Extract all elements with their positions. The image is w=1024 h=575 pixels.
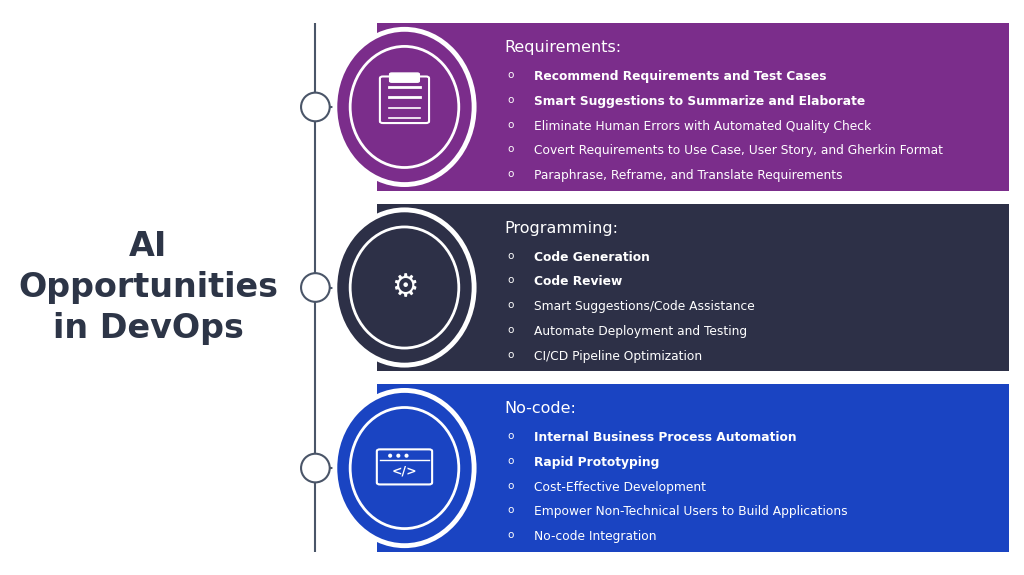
Text: o: o	[507, 431, 513, 441]
Text: o: o	[507, 275, 513, 285]
FancyBboxPatch shape	[389, 73, 420, 82]
Text: Requirements:: Requirements:	[505, 40, 622, 55]
Text: ⚙: ⚙	[391, 273, 418, 302]
Text: No-code Integration: No-code Integration	[534, 530, 656, 543]
Ellipse shape	[335, 210, 474, 365]
FancyBboxPatch shape	[377, 384, 1009, 552]
Text: o: o	[507, 120, 513, 129]
Text: o: o	[507, 251, 513, 260]
Text: Recommend Requirements and Test Cases: Recommend Requirements and Test Cases	[534, 70, 826, 83]
Text: o: o	[507, 169, 513, 179]
Text: o: o	[507, 300, 513, 310]
Text: Code Generation: Code Generation	[534, 251, 649, 264]
Text: Automate Deployment and Testing: Automate Deployment and Testing	[534, 325, 746, 338]
Text: Smart Suggestions to Summarize and Elaborate: Smart Suggestions to Summarize and Elabo…	[534, 95, 864, 108]
Text: o: o	[507, 481, 513, 490]
Text: o: o	[507, 70, 513, 80]
Text: o: o	[507, 95, 513, 105]
Text: Rapid Prototyping: Rapid Prototyping	[534, 456, 658, 469]
Text: Code Review: Code Review	[534, 275, 622, 289]
Ellipse shape	[301, 454, 330, 482]
Ellipse shape	[335, 29, 474, 185]
Text: o: o	[507, 530, 513, 540]
Text: Covert Requirements to Use Case, User Story, and Gherkin Format: Covert Requirements to Use Case, User St…	[534, 144, 942, 158]
Text: o: o	[507, 456, 513, 466]
Text: Smart Suggestions/Code Assistance: Smart Suggestions/Code Assistance	[534, 300, 755, 313]
Text: Paraphrase, Reframe, and Translate Requirements: Paraphrase, Reframe, and Translate Requi…	[534, 169, 842, 182]
Text: </>: </>	[391, 465, 418, 478]
Ellipse shape	[301, 273, 330, 302]
Text: CI/CD Pipeline Optimization: CI/CD Pipeline Optimization	[534, 350, 701, 363]
Ellipse shape	[301, 93, 330, 121]
Text: No-code:: No-code:	[505, 401, 577, 416]
Text: AI
Opportunities
in DevOps: AI Opportunities in DevOps	[18, 230, 279, 345]
Text: o: o	[507, 144, 513, 154]
Text: Cost-Effective Development: Cost-Effective Development	[534, 481, 706, 494]
Ellipse shape	[396, 454, 400, 458]
Text: o: o	[507, 505, 513, 515]
Text: o: o	[507, 350, 513, 359]
Text: Eliminate Human Errors with Automated Quality Check: Eliminate Human Errors with Automated Qu…	[534, 120, 870, 133]
Text: Empower Non-Technical Users to Build Applications: Empower Non-Technical Users to Build App…	[534, 505, 847, 519]
Ellipse shape	[335, 390, 474, 546]
Text: o: o	[507, 325, 513, 335]
Text: Internal Business Process Automation: Internal Business Process Automation	[534, 431, 796, 444]
Ellipse shape	[404, 454, 409, 458]
Text: Programming:: Programming:	[505, 221, 618, 236]
FancyBboxPatch shape	[377, 204, 1009, 371]
Ellipse shape	[388, 454, 392, 458]
FancyBboxPatch shape	[377, 23, 1009, 191]
